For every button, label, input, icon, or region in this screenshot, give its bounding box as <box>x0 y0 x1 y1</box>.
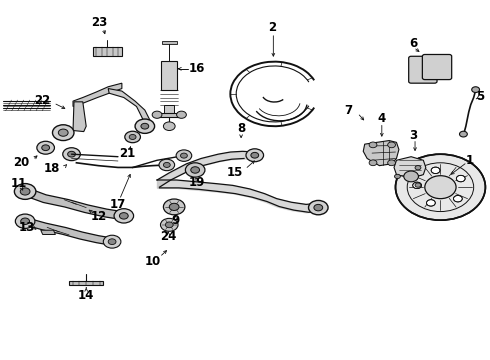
Text: 15: 15 <box>227 166 244 179</box>
Text: 2: 2 <box>269 21 276 34</box>
Circle shape <box>68 151 75 157</box>
Circle shape <box>309 201 328 215</box>
Circle shape <box>141 123 149 129</box>
Circle shape <box>413 182 421 189</box>
Polygon shape <box>24 218 113 245</box>
Text: 10: 10 <box>145 255 161 268</box>
Text: 5: 5 <box>476 90 485 103</box>
Polygon shape <box>161 61 177 90</box>
Text: 6: 6 <box>410 36 417 50</box>
Polygon shape <box>93 46 122 55</box>
Circle shape <box>103 235 121 248</box>
Text: 17: 17 <box>110 198 126 211</box>
Circle shape <box>431 167 440 174</box>
Polygon shape <box>394 157 426 178</box>
Circle shape <box>52 125 74 140</box>
Circle shape <box>152 111 162 118</box>
Circle shape <box>129 134 136 139</box>
Text: 16: 16 <box>189 62 205 75</box>
Circle shape <box>20 188 30 195</box>
Text: 3: 3 <box>410 129 417 142</box>
Circle shape <box>120 213 128 219</box>
Circle shape <box>63 148 80 161</box>
Polygon shape <box>73 102 86 132</box>
Circle shape <box>369 142 377 148</box>
Text: 7: 7 <box>344 104 353 117</box>
Circle shape <box>246 149 264 162</box>
Circle shape <box>185 163 205 177</box>
Polygon shape <box>162 41 176 44</box>
Text: 22: 22 <box>34 94 50 107</box>
Text: 8: 8 <box>237 122 245 135</box>
Polygon shape <box>157 113 181 117</box>
Circle shape <box>456 175 465 182</box>
Circle shape <box>21 218 29 225</box>
Polygon shape <box>41 230 55 234</box>
Circle shape <box>472 87 480 93</box>
Text: 11: 11 <box>11 177 27 190</box>
Circle shape <box>114 209 134 223</box>
Text: 12: 12 <box>90 211 106 224</box>
Circle shape <box>425 176 456 199</box>
Circle shape <box>58 129 68 136</box>
Circle shape <box>314 204 323 211</box>
Circle shape <box>388 142 395 148</box>
Text: 4: 4 <box>378 112 386 125</box>
Text: 23: 23 <box>91 16 107 29</box>
Text: 13: 13 <box>19 221 35 234</box>
Text: 24: 24 <box>160 230 176 243</box>
Circle shape <box>37 141 54 154</box>
Circle shape <box>453 195 462 202</box>
FancyBboxPatch shape <box>422 54 452 80</box>
Circle shape <box>460 131 467 137</box>
Circle shape <box>395 154 486 220</box>
Text: 14: 14 <box>78 289 95 302</box>
Polygon shape <box>164 105 174 113</box>
Circle shape <box>163 199 185 215</box>
Circle shape <box>125 131 141 143</box>
Circle shape <box>415 166 421 170</box>
Circle shape <box>159 159 174 171</box>
Circle shape <box>135 119 155 134</box>
Circle shape <box>180 153 187 158</box>
Circle shape <box>404 171 418 182</box>
Circle shape <box>15 214 35 228</box>
Circle shape <box>415 183 421 187</box>
Text: 1: 1 <box>466 154 474 167</box>
Text: 9: 9 <box>171 214 179 227</box>
Circle shape <box>176 111 186 118</box>
Circle shape <box>426 200 435 206</box>
Circle shape <box>369 160 377 166</box>
Circle shape <box>42 145 49 150</box>
Circle shape <box>169 203 179 211</box>
Text: 21: 21 <box>119 147 135 160</box>
Polygon shape <box>69 281 103 285</box>
Polygon shape <box>23 188 125 220</box>
Circle shape <box>191 167 199 173</box>
Circle shape <box>108 239 116 244</box>
Circle shape <box>394 174 400 179</box>
Circle shape <box>251 152 259 158</box>
Polygon shape <box>73 83 122 107</box>
FancyBboxPatch shape <box>409 56 437 83</box>
Text: 19: 19 <box>189 176 205 189</box>
Text: 20: 20 <box>13 156 29 168</box>
Circle shape <box>163 162 170 167</box>
Polygon shape <box>363 140 399 166</box>
Circle shape <box>14 184 36 199</box>
Circle shape <box>160 219 178 231</box>
Text: 18: 18 <box>44 162 60 175</box>
Circle shape <box>176 150 192 161</box>
Circle shape <box>388 160 395 166</box>
Polygon shape <box>108 89 150 126</box>
Circle shape <box>163 122 175 131</box>
Circle shape <box>165 222 173 228</box>
